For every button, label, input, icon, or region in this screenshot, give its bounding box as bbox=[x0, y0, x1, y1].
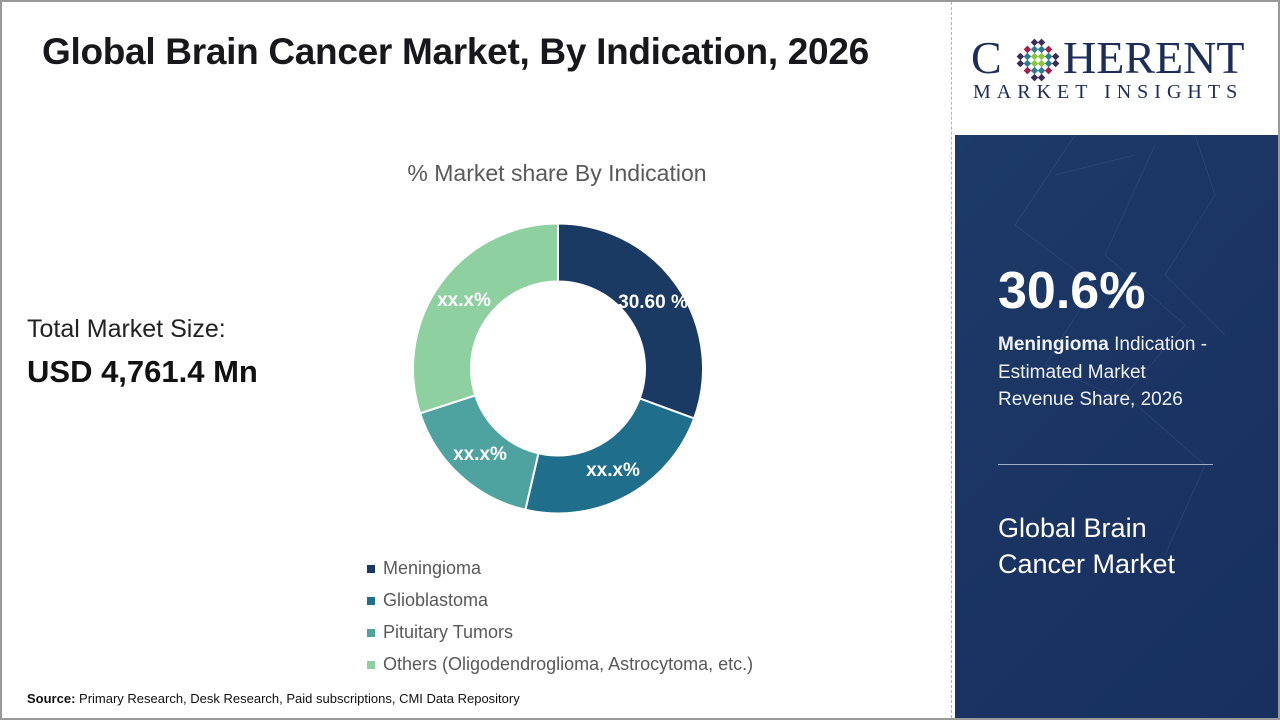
svg-text:30.60 %: 30.60 % bbox=[618, 292, 688, 313]
svg-text:HERENT: HERENT bbox=[1063, 32, 1244, 83]
svg-text:xx.x%: xx.x% bbox=[437, 290, 491, 311]
svg-text:xx.x%: xx.x% bbox=[453, 444, 507, 465]
svg-text:C: C bbox=[971, 32, 1002, 83]
svg-text:xx.x%: xx.x% bbox=[586, 460, 640, 481]
svg-text:MARKET INSIGHTS: MARKET INSIGHTS bbox=[973, 81, 1243, 103]
